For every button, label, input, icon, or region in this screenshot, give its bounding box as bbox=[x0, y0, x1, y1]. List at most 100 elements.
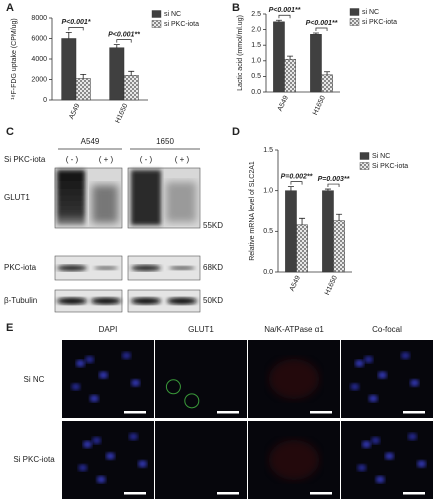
error-bar bbox=[299, 217, 306, 225]
group-label: A549 bbox=[81, 137, 100, 146]
legend-swatch bbox=[151, 10, 162, 18]
blot-smear bbox=[57, 170, 85, 225]
nucleus bbox=[128, 433, 138, 441]
annotation: P=0.003** bbox=[318, 176, 350, 183]
scale-bar bbox=[217, 492, 239, 495]
blot-panel: C A549 1650 Si PKC-iota ( - ) ( + ) ( - … bbox=[4, 126, 223, 313]
nucleus bbox=[82, 440, 92, 448]
blot-smear bbox=[166, 182, 196, 222]
nucleus bbox=[350, 383, 360, 391]
membrane-signal bbox=[184, 393, 200, 409]
annotation: P=0.002** bbox=[281, 173, 313, 180]
marker-label: 55KD bbox=[203, 221, 223, 230]
membrane-signal bbox=[269, 359, 319, 399]
blot-smear bbox=[92, 185, 118, 223]
nucleus bbox=[354, 359, 364, 367]
scale-bar bbox=[124, 411, 146, 414]
legend-label: Si PKC-iota bbox=[372, 163, 408, 170]
row-label: GLUT1 bbox=[4, 193, 30, 202]
micrograph bbox=[62, 421, 154, 499]
membrane-signal bbox=[165, 379, 181, 395]
row-label: Si NC bbox=[24, 375, 45, 384]
y-axis-label: Lactic acid (mmol/ml.ug) bbox=[237, 15, 244, 91]
scale-bar bbox=[403, 411, 425, 414]
y-tick-label: 2.5 bbox=[251, 11, 261, 18]
annotation: P<0.001** bbox=[108, 31, 140, 38]
nucleus bbox=[75, 359, 85, 367]
micrograph bbox=[341, 421, 433, 499]
nucleus bbox=[371, 437, 381, 444]
micrograph bbox=[155, 421, 247, 499]
nucleus bbox=[357, 464, 367, 472]
micrograph bbox=[341, 340, 433, 418]
lane-label: ( - ) bbox=[140, 155, 153, 164]
y-axis-label: ¹⁸F-FDG uptake (CPM/ug) bbox=[11, 18, 18, 100]
bar bbox=[333, 220, 345, 273]
nucleus bbox=[92, 437, 102, 444]
legend-label: si PKC-iota bbox=[362, 19, 397, 26]
legend-label: si NC bbox=[164, 11, 181, 18]
nucleus bbox=[96, 476, 106, 483]
significance-bracket bbox=[116, 39, 132, 43]
scale-bar bbox=[403, 492, 425, 495]
y-tick-label: 4000 bbox=[31, 56, 47, 63]
significance-bracket bbox=[68, 27, 84, 31]
annotation: P<0.001** bbox=[306, 20, 338, 27]
bar bbox=[285, 190, 297, 273]
error-bar bbox=[113, 44, 120, 48]
error-bar bbox=[65, 31, 72, 39]
panel-label: B bbox=[232, 2, 240, 14]
legend-label: si PKC-iota bbox=[164, 21, 199, 28]
scale-bar bbox=[217, 411, 239, 414]
panel-label: D bbox=[232, 126, 240, 138]
y-tick-label: 1.5 bbox=[251, 42, 261, 49]
y-axis-label: Relative mRNA level of SLC2A1 bbox=[249, 161, 256, 261]
marker-label: 50KD bbox=[203, 296, 223, 305]
nucleus bbox=[375, 476, 385, 483]
error-bar bbox=[287, 186, 294, 191]
y-tick-label: 2000 bbox=[31, 76, 47, 83]
significance-bracket bbox=[327, 183, 340, 188]
lane-label: ( - ) bbox=[66, 155, 79, 164]
y-tick-label: 6000 bbox=[31, 35, 47, 42]
row-label: β-Tubulin bbox=[4, 296, 37, 305]
x-tick-label: H1650 bbox=[312, 95, 327, 117]
y-tick-label: 0.0 bbox=[263, 269, 273, 276]
treatment-label: Si PKC-iota bbox=[4, 155, 46, 164]
row-label: PKC-iota bbox=[4, 263, 37, 272]
error-bar bbox=[324, 188, 331, 191]
nucleus bbox=[400, 352, 410, 360]
error-bar bbox=[324, 71, 331, 75]
nucleus bbox=[85, 356, 95, 363]
bar bbox=[273, 21, 285, 93]
nucleus bbox=[89, 395, 99, 402]
bar bbox=[75, 78, 91, 101]
nucleus bbox=[138, 460, 148, 468]
column-label: Co-focal bbox=[372, 325, 402, 334]
bar bbox=[61, 38, 77, 101]
error-bar bbox=[128, 70, 135, 76]
column-label: DAPI bbox=[99, 325, 118, 334]
micrograph bbox=[155, 340, 247, 418]
blot-band bbox=[91, 297, 121, 305]
scale-bar bbox=[124, 492, 146, 495]
column-label: GLUT1 bbox=[188, 325, 214, 334]
group-label: 1650 bbox=[156, 137, 174, 146]
y-tick-label: 0.5 bbox=[263, 228, 273, 235]
bar bbox=[310, 34, 322, 93]
y-tick-label: 8000 bbox=[31, 15, 47, 22]
significance-bracket bbox=[315, 27, 328, 32]
column-label: Na/K-ATPase α1 bbox=[264, 325, 324, 334]
blot-smear bbox=[131, 170, 161, 225]
blot-band bbox=[131, 265, 161, 271]
nucleus bbox=[368, 395, 378, 402]
bar bbox=[109, 47, 125, 101]
error-bar bbox=[287, 55, 294, 60]
scale-bar bbox=[310, 492, 332, 495]
legend-swatch bbox=[349, 18, 360, 26]
x-tick-label: A549 bbox=[289, 275, 302, 293]
bar bbox=[123, 75, 139, 101]
x-tick-label: H1650 bbox=[114, 103, 129, 125]
annotation: P<0.001** bbox=[269, 7, 301, 14]
nucleus bbox=[417, 460, 427, 468]
